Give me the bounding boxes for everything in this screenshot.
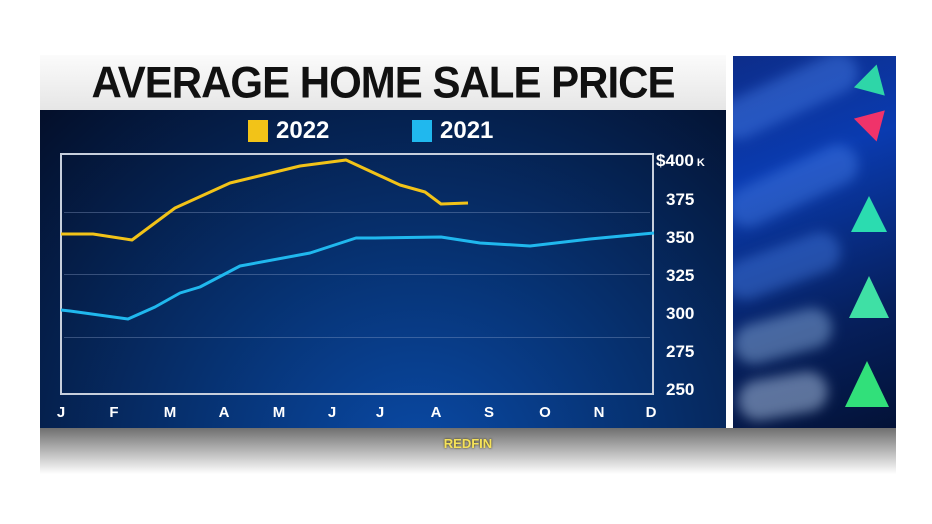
gridline — [64, 337, 650, 338]
footer-bar: REDFIN — [40, 428, 896, 474]
legend: 2022 2021 — [40, 113, 726, 147]
title-bar: AVERAGE HOME SALE PRICE — [40, 55, 726, 110]
series-line-2022 — [61, 158, 469, 242]
y-tick-300: 300 — [666, 304, 695, 323]
y-tick-350: 350 — [666, 228, 695, 247]
x-tick-jun: J — [327, 404, 337, 421]
legend-label-2021: 2021 — [440, 117, 494, 144]
x-tick-aug: A — [430, 404, 442, 421]
y-tick-375: 375 — [666, 190, 695, 209]
x-tick-nov: N — [593, 404, 605, 421]
blurred-digits — [733, 56, 865, 146]
chart-title: AVERAGE HOME SALE PRICE — [91, 57, 676, 108]
x-tick-dec: D — [645, 404, 657, 421]
legend-label-2022: 2022 — [276, 117, 330, 144]
y-tick-275: 275 — [666, 342, 695, 361]
gridline — [64, 274, 650, 275]
up-arrow-icon — [853, 60, 893, 96]
blurred-digits — [735, 368, 831, 424]
legend-item-2022: 2022 — [248, 117, 329, 145]
down-arrow-icon — [853, 110, 893, 146]
legend-item-2021: 2021 — [412, 117, 493, 145]
x-tick-oct: O — [539, 404, 551, 421]
legend-swatch-2022 — [248, 120, 268, 142]
y-tick-325: 325 — [666, 266, 695, 285]
up-arrow-icon — [845, 361, 889, 407]
x-tick-sep: S — [483, 404, 494, 421]
y-tick-400: $400 K — [656, 151, 705, 170]
series-line-2021 — [60, 231, 655, 321]
x-tick-apr: A — [218, 404, 230, 421]
x-tick-mar: M — [163, 404, 177, 421]
x-tick-jan: J — [56, 404, 66, 421]
blurred-digits — [733, 303, 837, 369]
chart-panel — [40, 110, 726, 428]
gridline — [64, 212, 650, 213]
x-tick-jul: J — [375, 404, 385, 421]
y-tick-250: 250 — [666, 380, 695, 399]
x-tick-may: M — [272, 404, 286, 421]
up-arrow-icon — [849, 276, 889, 318]
stock-ticker-image — [733, 56, 896, 428]
x-tick-feb: F — [109, 404, 119, 421]
blurred-digits — [733, 138, 865, 234]
source-label: REDFIN — [443, 436, 493, 451]
up-arrow-icon — [851, 196, 887, 232]
blurred-digits — [733, 226, 847, 306]
legend-swatch-2021 — [412, 120, 432, 142]
plot-area — [60, 153, 654, 395]
